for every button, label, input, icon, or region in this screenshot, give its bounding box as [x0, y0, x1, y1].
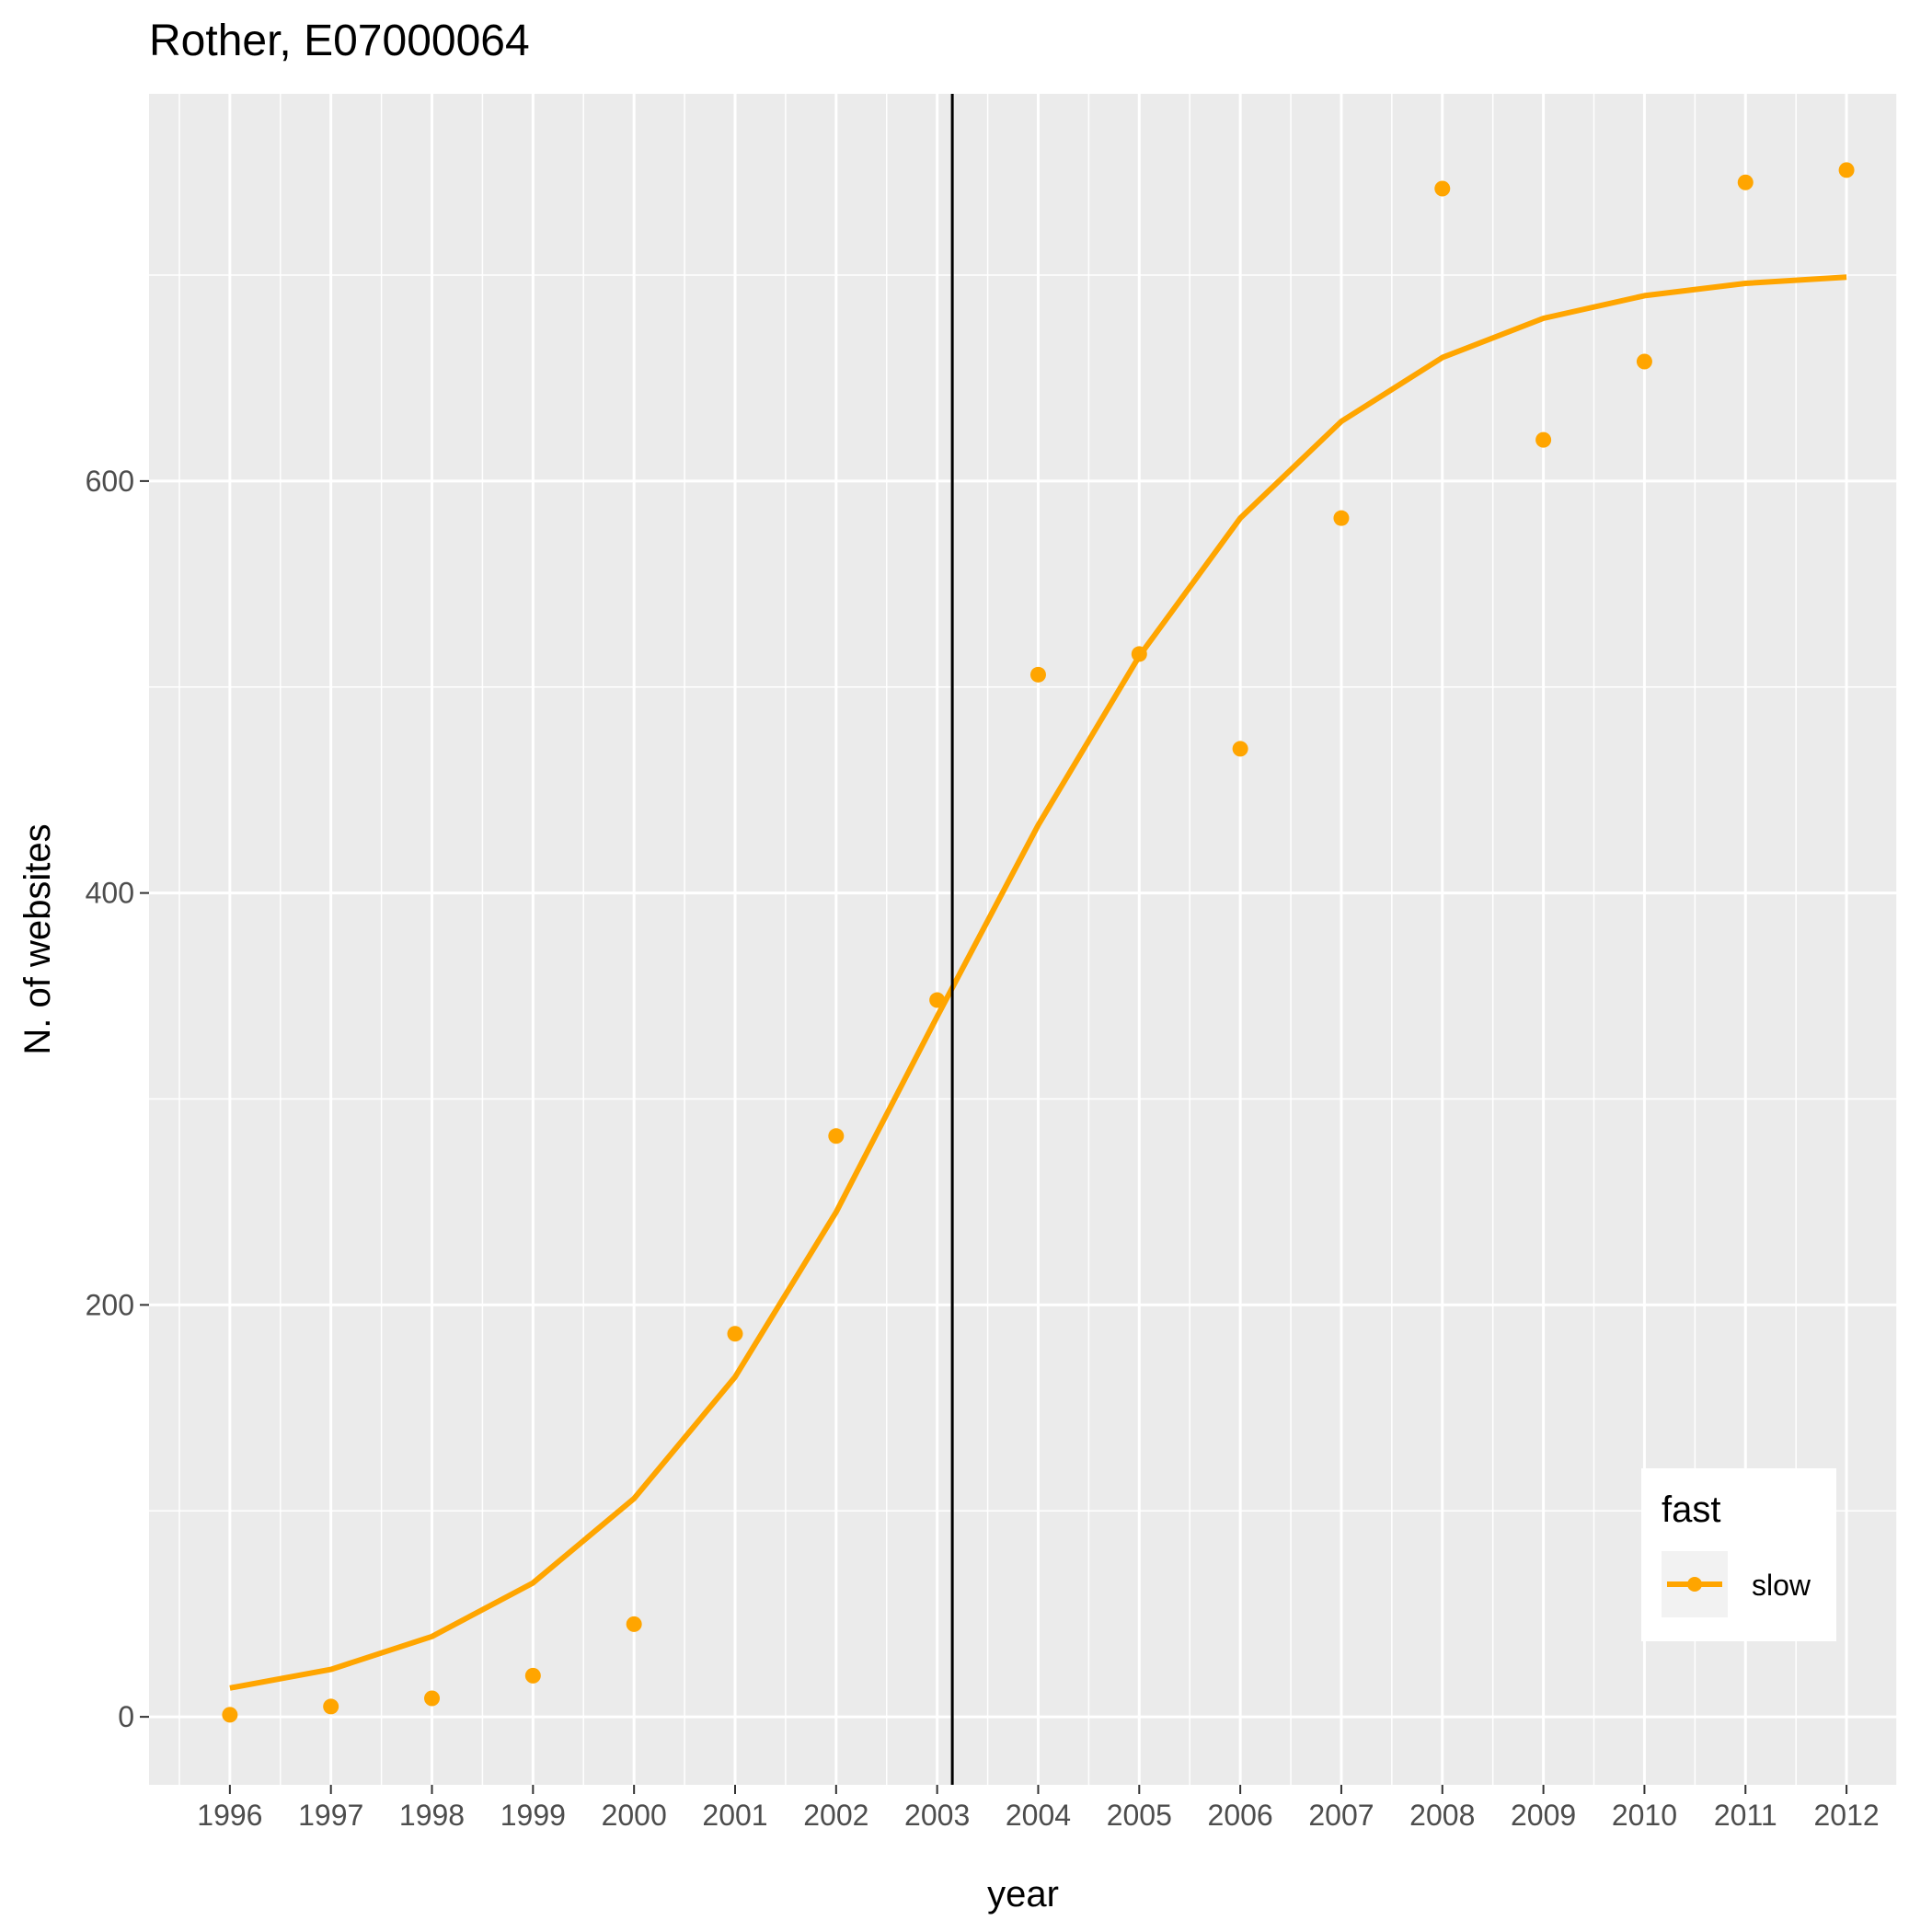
x-axis-title: year — [987, 1874, 1059, 1915]
legend-key-point — [1687, 1577, 1702, 1592]
data-point-2003 — [929, 992, 946, 1008]
legend-title: fast — [1662, 1489, 1720, 1530]
x-tick-label: 2012 — [1813, 1799, 1879, 1832]
plot-panel — [149, 94, 1897, 1785]
x-tick-label: 2011 — [1714, 1799, 1777, 1832]
data-point-2008 — [1434, 180, 1451, 197]
x-axis-ticks: 1996 1997 1998 1999 2000 2001 2002 2003 2004 2005… — [197, 1785, 1880, 1832]
data-point-2012 — [1838, 162, 1855, 178]
y-tick-label: 200 — [86, 1288, 134, 1321]
x-tick-label: 1996 — [197, 1799, 262, 1832]
data-points-layer — [222, 162, 1855, 1723]
y-tick-label: 400 — [86, 877, 134, 910]
data-point-2011 — [1737, 174, 1754, 190]
legend: fast slow — [1641, 1468, 1836, 1641]
legend-label-slow: slow — [1752, 1569, 1811, 1602]
x-tick-label: 2008 — [1409, 1799, 1475, 1832]
x-tick-label: 2009 — [1511, 1799, 1576, 1832]
x-tick-label: 1997 — [298, 1799, 363, 1832]
chart-title: Rother, E07000064 — [149, 17, 530, 65]
data-point-2007 — [1333, 510, 1350, 526]
series-slow-fitted-line — [229, 274, 1847, 1691]
x-tick-label: 2005 — [1107, 1799, 1172, 1832]
x-tick-label: 1999 — [500, 1799, 566, 1832]
x-tick-label: 2003 — [904, 1799, 970, 1832]
minor-gridlines — [149, 94, 1898, 1785]
x-tick-label: 2000 — [602, 1799, 667, 1832]
y-tick-label: 0 — [118, 1700, 134, 1733]
data-point-2009 — [1535, 431, 1552, 448]
data-point-1998 — [424, 1690, 441, 1707]
data-point-1997 — [323, 1698, 339, 1715]
fitted-line-layer — [229, 274, 1847, 1691]
data-point-2002 — [828, 1128, 845, 1144]
y-axis-ticks: 0 200 400 600 — [86, 465, 149, 1733]
data-point-2000 — [626, 1616, 642, 1632]
data-point-2010 — [1636, 353, 1652, 370]
data-point-2005 — [1131, 646, 1147, 662]
data-point-2004 — [1029, 666, 1046, 683]
x-tick-label: 2004 — [1006, 1799, 1071, 1832]
x-tick-label: 2001 — [702, 1799, 767, 1832]
x-tick-label: 1998 — [399, 1799, 465, 1832]
data-point-1996 — [222, 1707, 238, 1723]
y-tick-label: 600 — [86, 465, 134, 498]
data-point-2001 — [727, 1326, 743, 1342]
data-point-1999 — [524, 1667, 541, 1684]
data-point-2006 — [1232, 741, 1248, 757]
x-tick-label: 2007 — [1308, 1799, 1374, 1832]
y-axis-title: N. of websites — [17, 823, 58, 1054]
x-tick-label: 2010 — [1612, 1799, 1677, 1832]
x-tick-label: 2006 — [1208, 1799, 1273, 1832]
x-tick-label: 2002 — [803, 1799, 868, 1832]
